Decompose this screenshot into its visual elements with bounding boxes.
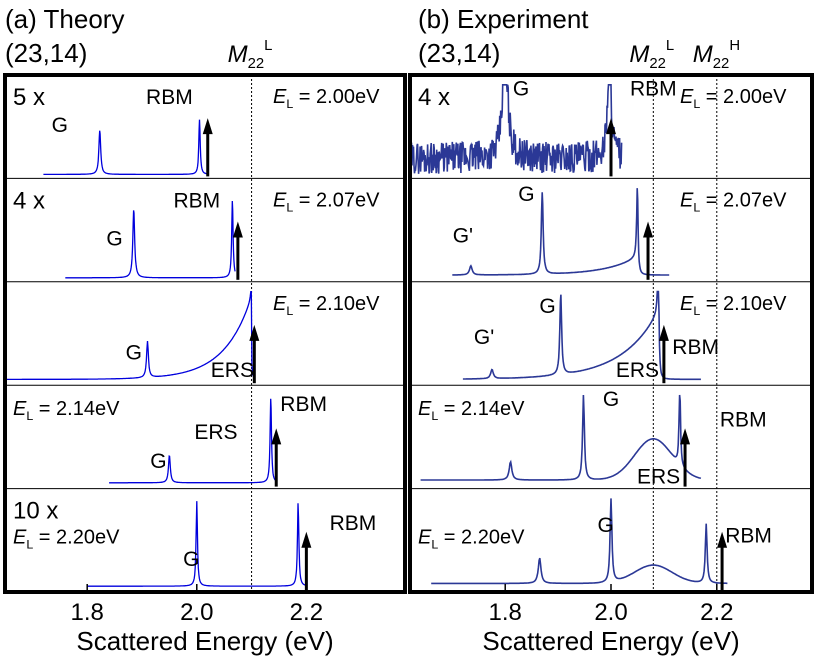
spectrum-line (420, 394, 702, 481)
peak-label: G' (474, 326, 494, 349)
panel-title: (b) Experiment (418, 4, 589, 34)
chirality-label: (23,14) (5, 38, 87, 68)
x-tick-label: 2.2 (700, 599, 733, 626)
spectrum-line (409, 84, 623, 174)
laser-energy-label: EL = 2.14eV (13, 398, 120, 423)
laser-arrow-head (249, 324, 260, 341)
spectrum-panel: EL = 2.14eV G ERS RBM (5, 384, 405, 487)
peak-label: G (598, 514, 614, 537)
spectrum-line (431, 498, 728, 585)
x-axis-label: Scattered Energy (eV) (76, 626, 333, 656)
laser-arrow-head (680, 428, 691, 445)
x-tick-label: 2.0 (180, 599, 213, 626)
laser-energy-label: EL = 2.00eV (273, 86, 380, 111)
spectrum-panel: 4 x EL = 2.07eV G RBM (5, 177, 405, 280)
laser-energy-label: EL = 2.07eV (680, 189, 787, 214)
laser-arrow-head (202, 118, 213, 135)
peak-label: ERS (194, 421, 237, 444)
laser-energy-label: EL = 2.07eV (273, 189, 380, 214)
peak-label: ERS (637, 465, 680, 488)
transition-label: M22L (629, 38, 674, 72)
laser-arrow-head (271, 428, 282, 445)
x-tick-label: 2.2 (290, 599, 323, 626)
spectrum-line (462, 290, 701, 381)
peak-label: RBM (330, 512, 377, 535)
peak-label: RBM (173, 189, 220, 212)
laser-energy-label: EL = 2.10eV (273, 293, 380, 318)
peak-label: RBM (720, 409, 767, 432)
spectrum-line (452, 188, 670, 276)
panel-title: (a) Theory (5, 4, 124, 34)
spectrum-panel: EL = 2.20eV G RBM (410, 488, 812, 590)
laser-energy-label: EL = 2.20eV (13, 527, 120, 552)
laser-arrow-head (717, 531, 728, 548)
x-tick-label: 1.8 (489, 599, 522, 626)
transition-label: M22H (693, 38, 740, 72)
peak-label: RBM (672, 336, 719, 359)
laser-arrow-head (232, 221, 243, 238)
spectrum-line (65, 200, 236, 279)
spectrum-panel: 5 x EL = 2.00eV G RBM (13, 84, 380, 177)
peak-label: G (539, 295, 555, 318)
x-tick-label: 2.0 (594, 599, 627, 626)
peak-label: G (603, 388, 619, 411)
laser-energy-label: EL = 2.14eV (418, 398, 525, 423)
peak-label: RBM (146, 86, 193, 109)
chirality-label: (23,14) (418, 38, 500, 68)
laser-energy-label: EL = 2.10eV (680, 293, 787, 318)
peak-label: RBM (280, 393, 327, 416)
peak-label: G (52, 114, 68, 137)
spectrum-panel: EL = 2.14eV G ERS RBM (410, 384, 812, 488)
peak-label: G (126, 341, 142, 364)
x-tick-label: 1.8 (71, 599, 104, 626)
peak-label: ERS (211, 359, 254, 382)
laser-arrow-head (658, 324, 669, 341)
x-axis-label: Scattered Energy (eV) (482, 626, 739, 656)
scale-multiplier: 5 x (13, 84, 45, 111)
peak-label: G (518, 183, 534, 206)
spectrum-panel: EL = 2.07eV G' G (410, 177, 812, 280)
spectrum-line (87, 501, 307, 587)
experiment-chart: (b) Experiment (23,14) M22L M22H 4 x EL = 2.0… (408, 4, 814, 656)
laser-energy-label: EL = 2.00eV (680, 86, 787, 111)
laser-arrow-head (606, 118, 616, 135)
laser-arrow-head (643, 221, 654, 238)
spectrum-panel: 10 xEL = 2.20eV G RBM (5, 488, 405, 590)
scale-multiplier: 10 x (13, 498, 58, 525)
peak-label: G (513, 78, 529, 101)
laser-energy-label: EL = 2.20eV (418, 527, 525, 552)
spectrum-panel: EL = 2.10eV G ERS (5, 281, 405, 384)
peak-label: RBM (725, 524, 772, 547)
transition-label: M22L (228, 38, 273, 72)
scale-multiplier: 4 x (13, 187, 45, 214)
laser-arrow-head (301, 531, 312, 548)
peak-label: G (150, 450, 166, 473)
spectrum-line (5, 290, 255, 381)
spectrum-panel: 4 x EL = 2.00eV G RBM (409, 78, 787, 177)
spectrum-line (109, 398, 277, 484)
spectrum-panel: EL = 2.10eV G' G ERS RBM (410, 281, 812, 384)
peak-label: RBM (630, 78, 677, 101)
spectrum-line (43, 119, 208, 176)
peak-label: G (183, 548, 199, 571)
scale-multiplier: 4 x (418, 84, 450, 111)
peak-label: ERS (616, 359, 659, 382)
panel-frame (3, 73, 407, 594)
peak-label: G' (453, 225, 473, 248)
peak-label: G (106, 228, 122, 251)
